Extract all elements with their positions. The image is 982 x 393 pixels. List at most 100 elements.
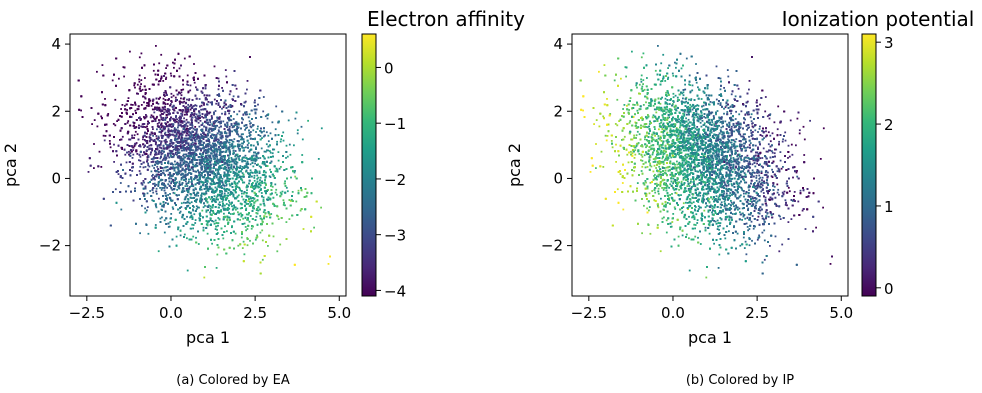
scatter-point [236, 154, 239, 157]
scatter-point [224, 69, 227, 71]
scatter-point [168, 143, 171, 146]
scatter-point [181, 177, 183, 179]
scatter-point [127, 120, 130, 122]
scatter-point [187, 162, 190, 165]
scatter-point [176, 188, 178, 191]
scatter-point [195, 201, 198, 203]
scatter-point [243, 192, 245, 195]
scatter-point [230, 139, 233, 141]
scatter-point [173, 192, 176, 195]
scatter-point [164, 122, 167, 124]
scatter-point [290, 176, 292, 179]
scatter-point [278, 167, 281, 170]
scatter-point [192, 208, 194, 211]
scatter-point [140, 125, 142, 128]
scatter-point [231, 130, 233, 133]
scatter-point [185, 122, 188, 125]
scatter-point [160, 126, 163, 128]
scatter-point [143, 139, 146, 141]
scatter-point [155, 187, 158, 190]
scatter-point [170, 103, 172, 105]
scatter-point [195, 147, 197, 150]
scatter-point [245, 213, 248, 216]
scatter-point [186, 194, 189, 197]
scatter-point [201, 122, 204, 125]
scatter-point [147, 148, 150, 151]
scatter-point [239, 165, 242, 167]
scatter-point [251, 172, 254, 174]
scatter-point [233, 110, 235, 113]
scatter-point [241, 179, 244, 182]
scatter-point [216, 253, 219, 256]
scatter-point [176, 162, 179, 164]
scatter-point [260, 188, 262, 190]
scatter-point [160, 110, 162, 113]
scatter-point [221, 142, 224, 145]
scatter-point [203, 163, 205, 166]
scatter-point [206, 168, 208, 170]
scatter-point [167, 108, 169, 110]
scatter-point [234, 183, 237, 185]
scatter-point [134, 86, 136, 89]
scatter-point [168, 133, 171, 135]
scatter-point [205, 165, 208, 167]
scatter-point [116, 170, 119, 172]
scatter-point [224, 125, 227, 127]
scatter-point [234, 232, 237, 235]
scatter-point [249, 204, 252, 207]
scatter-point [168, 110, 170, 113]
scatter-point [150, 104, 153, 107]
scatter-point [301, 138, 304, 141]
scatter-point [255, 131, 257, 133]
scatter-point [164, 154, 167, 156]
scatter-point [163, 140, 166, 142]
scatter-point [156, 128, 158, 131]
scatter-point [274, 128, 277, 131]
scatter-point [228, 146, 231, 148]
scatter-point [121, 135, 124, 138]
scatter-point [193, 151, 196, 154]
scatter-point [266, 117, 269, 120]
scatter-point [207, 190, 210, 192]
scatter-point [183, 100, 186, 103]
scatter-point [175, 235, 178, 238]
scatter-point [153, 156, 155, 158]
scatter-point [178, 212, 181, 214]
scatter-point [193, 81, 196, 84]
scatter-point [155, 192, 158, 195]
scatter-point [154, 151, 157, 154]
scatter-point [245, 127, 247, 130]
scatter-point [80, 109, 82, 112]
scatter-point [228, 161, 231, 164]
scatter-point [253, 179, 256, 182]
scatter-point [256, 174, 259, 177]
scatter-point [175, 149, 177, 151]
scatter-point [224, 156, 226, 159]
scatter-point [169, 172, 172, 174]
scatter-point [190, 133, 193, 136]
scatter-point [197, 194, 200, 197]
scatter-point [209, 207, 212, 210]
scatter-point [180, 206, 183, 208]
scatter-point [252, 129, 255, 132]
scatter-point [269, 132, 272, 135]
scatter-point [146, 123, 149, 125]
scatter-point [215, 168, 217, 171]
scatter-point [229, 153, 231, 156]
scatter-point [194, 187, 197, 190]
scatter-point [179, 144, 182, 146]
scatter-point [320, 127, 323, 130]
scatter-point [176, 118, 178, 121]
scatter-point [271, 152, 274, 155]
scatter-point [136, 83, 139, 86]
scatter-point [134, 109, 137, 112]
scatter-point [215, 162, 218, 164]
scatter-point [254, 99, 256, 102]
scatter-point [178, 180, 181, 183]
scatter-point [277, 215, 279, 218]
scatter-point [191, 120, 193, 122]
scatter-point [228, 154, 230, 157]
scatter-point [197, 147, 200, 149]
scatter-point [182, 163, 185, 165]
scatter-point [218, 176, 221, 178]
